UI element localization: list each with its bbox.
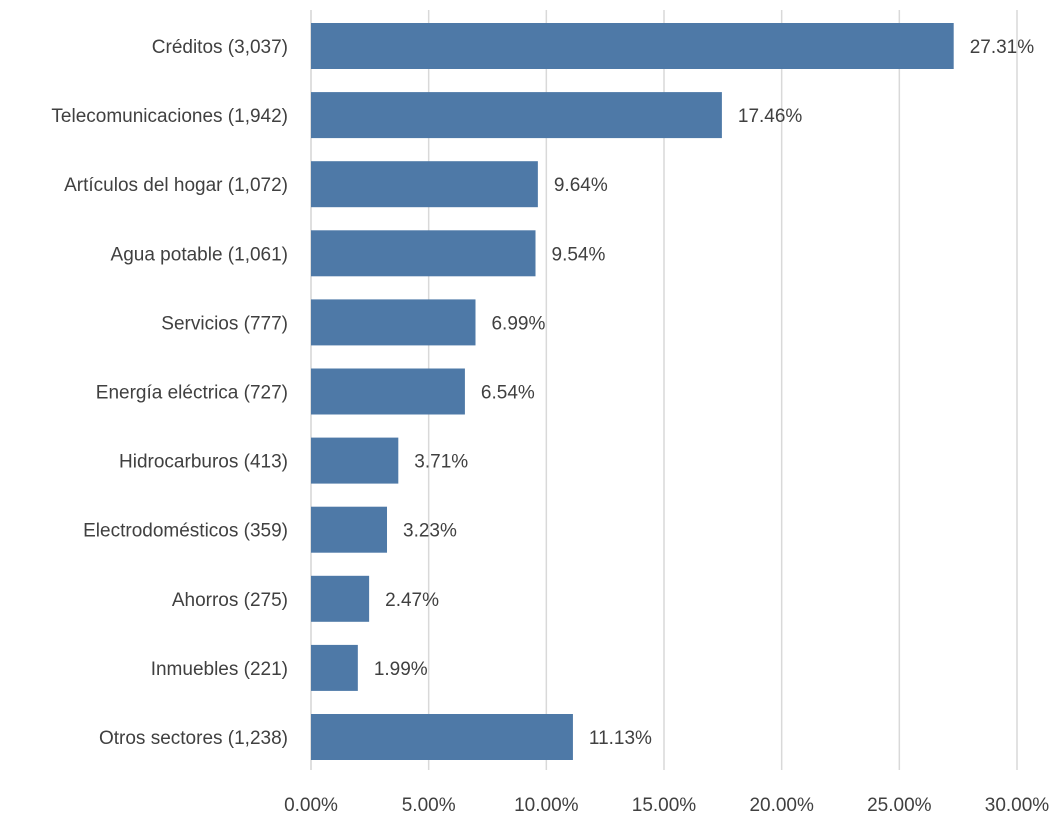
data-labels: 27.31% 17.46% 9.64% 9.54% 6.99% 6.54% 3.71% 3.2… — [374, 37, 1034, 749]
data-label: 27.31% — [970, 37, 1035, 58]
bar — [311, 368, 465, 415]
x-tick-label: 15.00% — [632, 795, 697, 815]
data-label: 2.47% — [385, 590, 439, 611]
data-label: 1.99% — [374, 659, 428, 680]
bar — [311, 575, 370, 622]
bar — [311, 161, 538, 208]
bar — [311, 92, 722, 139]
x-tick-label: 5.00% — [402, 795, 456, 815]
bar — [311, 437, 399, 484]
bar — [311, 506, 388, 553]
data-label: 6.54% — [481, 383, 535, 404]
x-axis-ticks: 0.00% 5.00% 10.00% 15.00% 20.00% 25.00% 30.00% — [284, 795, 1049, 815]
category-label: Servicios (777) — [161, 313, 288, 334]
category-label: Ahorros (275) — [172, 590, 288, 611]
category-label: Telecomunicaciones (1,942) — [51, 106, 288, 127]
category-labels: Créditos (3,037) Telecomunicaciones (1,94… — [51, 37, 288, 749]
data-label: 11.13% — [589, 728, 652, 749]
data-label: 3.23% — [403, 521, 457, 542]
category-label: Agua potable (1,061) — [111, 244, 288, 265]
category-label: Inmuebles (221) — [151, 659, 288, 680]
x-tick-label: 10.00% — [514, 795, 579, 815]
data-label: 17.46% — [738, 106, 803, 127]
category-label: Electrodomésticos (359) — [83, 521, 288, 542]
bar — [311, 644, 358, 691]
x-tick-label: 25.00% — [867, 795, 932, 815]
data-label: 9.54% — [552, 244, 606, 265]
x-tick-label: 30.00% — [985, 795, 1050, 815]
x-tick-label: 20.00% — [749, 795, 814, 815]
bars — [311, 23, 954, 760]
data-label: 9.64% — [554, 175, 608, 196]
x-tick-label: 0.00% — [284, 795, 338, 815]
bar — [311, 23, 954, 69]
category-label: Energía eléctrica (727) — [96, 383, 288, 404]
bar — [311, 299, 476, 346]
category-label: Créditos (3,037) — [152, 37, 288, 58]
category-label: Artículos del hogar (1,072) — [64, 175, 288, 196]
data-label: 6.99% — [491, 313, 545, 334]
bar — [311, 230, 536, 277]
category-label: Hidrocarburos (413) — [119, 452, 288, 473]
category-label: Otros sectores (1,238) — [99, 728, 288, 749]
data-label: 3.71% — [414, 452, 468, 473]
bar — [311, 714, 573, 760]
